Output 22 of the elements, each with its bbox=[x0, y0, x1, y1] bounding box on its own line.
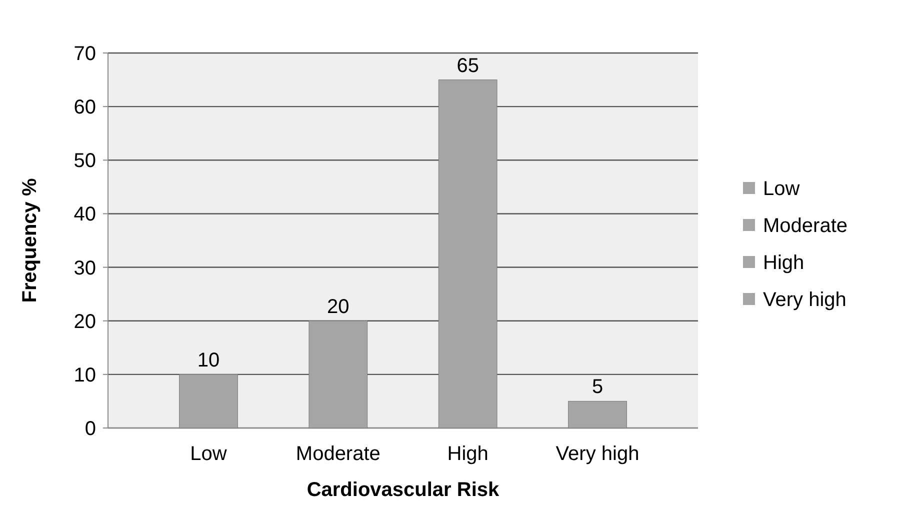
data-label: 65 bbox=[456, 54, 479, 77]
y-tick-label: 50 bbox=[74, 150, 96, 172]
legend-label: High bbox=[763, 252, 804, 274]
y-tick-label: 30 bbox=[74, 257, 96, 280]
x-tick-label: Low bbox=[190, 443, 228, 465]
y-tick-label: 10 bbox=[74, 364, 96, 386]
y-tick-label: 60 bbox=[74, 96, 96, 119]
y-tick-label: 20 bbox=[74, 310, 96, 333]
legend-label: Very high bbox=[763, 289, 846, 311]
y-axis-title: Frequency % bbox=[19, 178, 41, 303]
y-tick-label: 40 bbox=[74, 204, 96, 226]
y-tick-label: 0 bbox=[84, 418, 96, 440]
data-label: 20 bbox=[327, 296, 350, 318]
x-axis-title: Cardiovascular Risk bbox=[306, 479, 500, 501]
legend-label: Low bbox=[763, 178, 800, 200]
x-tick-label: Very high bbox=[556, 443, 640, 465]
x-tick-label: High bbox=[447, 443, 488, 465]
y-tick-label: 70 bbox=[74, 43, 96, 65]
data-label: 5 bbox=[592, 376, 604, 398]
x-tick-label: Moderate bbox=[296, 443, 380, 465]
legend-label: Moderate bbox=[763, 215, 848, 237]
data-label: 10 bbox=[197, 349, 220, 372]
